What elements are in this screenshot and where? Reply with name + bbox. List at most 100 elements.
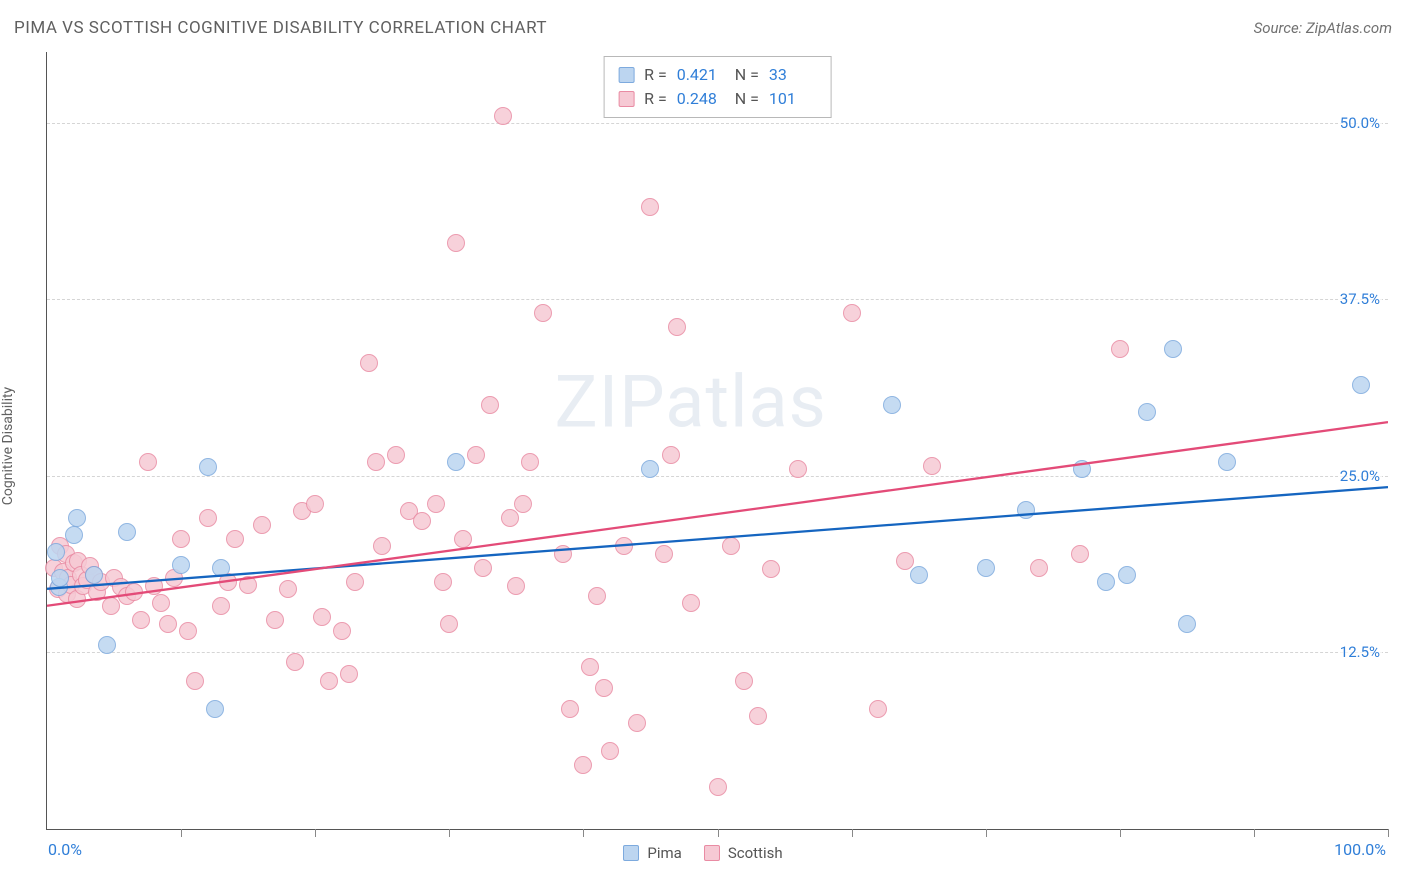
bottom-legend: Pima Scottish — [0, 844, 1406, 862]
x-tick — [718, 829, 719, 837]
chart-container: PIMA VS SCOTTISH COGNITIVE DISABILITY CO… — [0, 0, 1406, 892]
point-scottish — [172, 530, 190, 548]
x-tick — [1120, 829, 1121, 837]
point-scottish — [869, 700, 887, 718]
point-scottish — [735, 672, 753, 690]
point-scottish — [186, 672, 204, 690]
point-scottish — [507, 577, 525, 595]
point-pima — [65, 526, 83, 544]
point-scottish — [923, 457, 941, 475]
point-pima — [910, 566, 928, 584]
point-scottish — [628, 714, 646, 732]
point-pima — [85, 566, 103, 584]
point-scottish — [413, 512, 431, 530]
point-scottish — [467, 446, 485, 464]
point-scottish — [152, 594, 170, 612]
point-scottish — [501, 509, 519, 527]
point-pima — [1218, 453, 1236, 471]
point-scottish — [139, 453, 157, 471]
point-pima — [68, 509, 86, 527]
gridline — [47, 476, 1388, 477]
point-scottish — [789, 460, 807, 478]
point-pima — [1352, 376, 1370, 394]
point-scottish — [682, 594, 700, 612]
stats-row-pima: R = 0.421 N = 33 — [618, 63, 817, 87]
point-scottish — [1111, 340, 1129, 358]
point-scottish — [427, 495, 445, 513]
swatch-scottish-icon — [618, 91, 634, 107]
point-scottish — [474, 559, 492, 577]
gridline — [47, 123, 1388, 124]
point-scottish — [454, 530, 472, 548]
point-pima — [212, 559, 230, 577]
legend-label-pima: Pima — [647, 844, 681, 862]
point-scottish — [145, 577, 163, 595]
point-scottish — [574, 756, 592, 774]
point-scottish — [239, 576, 257, 594]
point-scottish — [199, 509, 217, 527]
y-tick-label: 50.0% — [1338, 114, 1382, 132]
point-scottish — [286, 653, 304, 671]
point-scottish — [581, 658, 599, 676]
point-scottish — [521, 453, 539, 471]
point-pima — [1073, 460, 1091, 478]
point-scottish — [554, 545, 572, 563]
point-scottish — [595, 679, 613, 697]
point-pima — [1178, 615, 1196, 633]
point-pima — [199, 458, 217, 476]
point-pima — [1118, 566, 1136, 584]
point-scottish — [481, 396, 499, 414]
point-pima — [98, 636, 116, 654]
point-scottish — [132, 611, 150, 629]
gridline — [47, 652, 1388, 653]
point-scottish — [534, 304, 552, 322]
gridline — [47, 299, 1388, 300]
stats-panel: R = 0.421 N = 33 R = 0.248 N = 101 — [603, 56, 832, 118]
point-scottish — [367, 453, 385, 471]
point-scottish — [641, 198, 659, 216]
point-scottish — [313, 608, 331, 626]
point-scottish — [306, 495, 324, 513]
point-scottish — [588, 587, 606, 605]
x-tick — [986, 829, 987, 837]
point-scottish — [125, 583, 143, 601]
point-pima — [172, 556, 190, 574]
x-tick — [449, 829, 450, 837]
point-scottish — [601, 742, 619, 760]
point-scottish — [212, 597, 230, 615]
swatch-pima-icon — [618, 67, 634, 83]
point-scottish — [447, 234, 465, 252]
x-tick — [1254, 829, 1255, 837]
point-scottish — [340, 665, 358, 683]
point-scottish — [440, 615, 458, 633]
point-pima — [206, 700, 224, 718]
point-pima — [1097, 573, 1115, 591]
y-tick-label: 37.5% — [1338, 290, 1382, 308]
point-scottish — [102, 597, 120, 615]
point-scottish — [615, 537, 633, 555]
point-scottish — [668, 318, 686, 336]
point-pima — [1017, 501, 1035, 519]
legend-label-scottish: Scottish — [728, 844, 783, 862]
legend-item-pima: Pima — [623, 844, 681, 862]
point-scottish — [279, 580, 297, 598]
point-pima — [977, 559, 995, 577]
point-pima — [1164, 340, 1182, 358]
swatch-pima-icon — [623, 845, 639, 861]
x-tick — [1388, 829, 1389, 837]
point-scottish — [360, 354, 378, 372]
point-scottish — [709, 778, 727, 796]
point-scottish — [655, 545, 673, 563]
swatch-scottish-icon — [704, 845, 720, 861]
chart-title: PIMA VS SCOTTISH COGNITIVE DISABILITY CO… — [14, 18, 547, 38]
x-tick — [583, 829, 584, 837]
point-scottish — [843, 304, 861, 322]
point-scottish — [346, 573, 364, 591]
point-scottish — [179, 622, 197, 640]
point-pima — [883, 396, 901, 414]
y-tick-label: 12.5% — [1338, 643, 1382, 661]
plot-area: 12.5%25.0%37.5%50.0% ZIPatlas R = 0.421 … — [46, 52, 1388, 830]
y-axis-label: Cognitive Disability — [0, 387, 16, 505]
point-scottish — [387, 446, 405, 464]
y-tick-label: 25.0% — [1338, 467, 1382, 485]
